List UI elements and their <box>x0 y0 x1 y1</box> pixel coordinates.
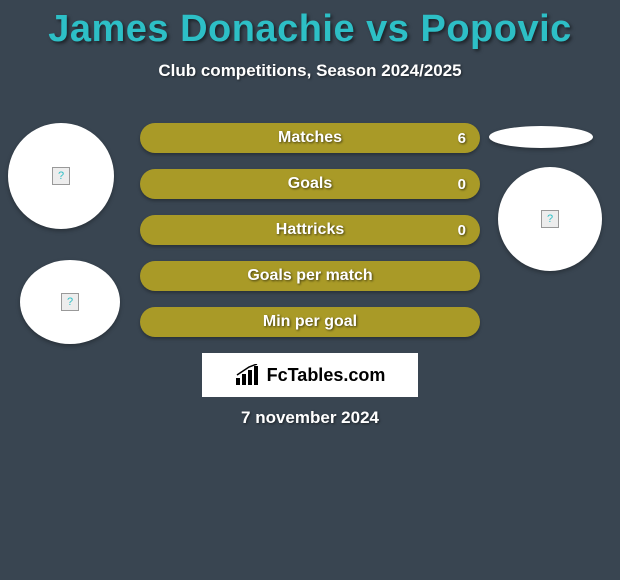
stat-bars: Matches 6 Goals 0 Hattricks 0 Goals per match M… <box>140 123 480 353</box>
stat-bar-value: 0 <box>458 176 466 193</box>
stat-bar: Hattricks 0 <box>140 215 480 245</box>
brand-chart-icon <box>235 364 261 386</box>
brand-box: FcTables.com <box>202 353 418 397</box>
stat-bar-value: 6 <box>458 130 466 147</box>
comparison-title: James Donachie vs Popovic <box>0 0 620 51</box>
brand-text: FcTables.com <box>267 365 386 386</box>
stat-bar-value: 0 <box>458 222 466 239</box>
stat-bar-label: Matches <box>278 129 342 147</box>
decorative-ellipse <box>489 126 593 148</box>
stat-bar: Matches 6 <box>140 123 480 153</box>
placeholder-icon: ? <box>52 167 70 185</box>
stat-bar: Min per goal <box>140 307 480 337</box>
stat-bar-label: Min per goal <box>263 313 357 331</box>
placeholder-icon: ? <box>541 210 559 228</box>
stat-bar-label: Hattricks <box>276 221 344 239</box>
stat-bar: Goals per match <box>140 261 480 291</box>
date-text: 7 november 2024 <box>241 408 379 428</box>
player-left-top-avatar: ? <box>8 123 114 229</box>
placeholder-icon: ? <box>61 293 79 311</box>
stat-bar-label: Goals <box>288 175 332 193</box>
player-left-bottom-avatar: ? <box>20 260 120 344</box>
stat-bar-label: Goals per match <box>247 267 372 285</box>
comparison-subtitle: Club competitions, Season 2024/2025 <box>0 61 620 81</box>
stat-bar: Goals 0 <box>140 169 480 199</box>
player-right-avatar: ? <box>498 167 602 271</box>
